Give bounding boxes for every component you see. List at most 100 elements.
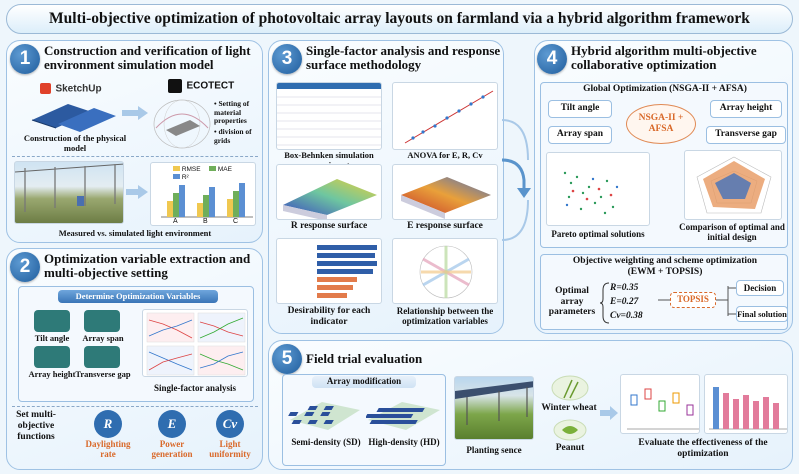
physical-model-illustration [31, 104, 116, 132]
validation-bar-chart: RMSE MAE R² A B C [150, 162, 256, 226]
panel-5-title: Field trial evaluation [306, 351, 423, 366]
determine-variables-header [58, 290, 218, 303]
pareto-scatter [563, 171, 619, 215]
planting-photo [454, 376, 534, 440]
array-span-label: Array span [82, 333, 124, 343]
bbd-table [276, 82, 382, 150]
p1-flow-arrow-2 [126, 185, 148, 199]
legend-rmse-label: RMSE [181, 166, 201, 173]
boxplot-marks [627, 388, 699, 430]
determine-variables-label: Determine Optimization Variables [75, 291, 201, 301]
var-span-label: Array span [556, 129, 604, 139]
optimal-params-label: Optimal array parameters [548, 286, 596, 317]
topsis-box [670, 292, 716, 308]
params-brace [600, 282, 610, 324]
cat-a: A [173, 218, 178, 225]
legend-r2-label: R² [181, 174, 189, 181]
ecotect-icon [168, 78, 182, 93]
transverse-gap-icon [84, 346, 120, 368]
bbd-table-grid [277, 83, 381, 146]
evaluation-boxplot [620, 374, 700, 434]
sketchup-icon [40, 83, 51, 95]
legend-rmse: RMSE [173, 166, 201, 173]
cat-b: B [203, 218, 208, 225]
weighting-title: Objective weighting and scheme optimizat… [572, 256, 758, 277]
single-factor-plots [142, 309, 248, 377]
set-objectives-label: Set multi-objective functions [16, 410, 56, 442]
ecotect-setting-1: • Setting of material properties [214, 99, 250, 125]
high-density-illustration [366, 402, 440, 430]
var-gap-label: Transverse gap [715, 129, 777, 139]
physical-model-caption: Construction of the physical model [23, 133, 127, 153]
anova-caption: ANOVA for E, R, Cv [407, 150, 483, 160]
e-surface-caption: E response surface [407, 221, 483, 231]
validation-bars [161, 183, 253, 218]
e-value: E=0.27 [610, 297, 639, 307]
var-tilt-label: Tilt angle [560, 103, 600, 113]
final-solution-box [736, 306, 788, 322]
sketchup-name: SketchUp [55, 83, 102, 95]
objective-r-badge [94, 410, 122, 438]
anova-plot [392, 82, 498, 150]
comparison-caption: Comparison of optimal and initial design [679, 222, 785, 242]
ecotect-setting-2: • division of grids [214, 127, 252, 145]
tilt-angle-icon [34, 310, 70, 332]
cat-c: C [233, 218, 239, 225]
wheat-icon [551, 375, 589, 401]
transverse-gap-label: Transverse gap [75, 369, 131, 379]
barplot-marks [709, 387, 787, 430]
array-modification-label: Array modification [326, 376, 402, 386]
e-response-surface-plot [392, 164, 498, 220]
single-factor-caption: Single-factor analysis [153, 383, 237, 393]
array-height-icon [34, 346, 70, 368]
radar-chart [684, 150, 782, 220]
e-surface [401, 177, 491, 219]
objective-e-label: Power generation [151, 439, 193, 459]
var-gap-box [706, 126, 786, 144]
var-span-box [548, 126, 612, 144]
relationship-caption: Relationship between the optimization va… [396, 306, 494, 326]
step-number-5: 5 [272, 344, 302, 374]
pv-frame-structure [15, 163, 123, 212]
sketchup-logo: SketchUp [40, 80, 110, 95]
global-optimization-title: Global Optimization (NSGA-II + AFSA) [583, 84, 747, 94]
p5-flow-arrow [600, 406, 618, 420]
array-modification-header [312, 376, 416, 388]
panel-1-title: Construction and verification of light e… [44, 43, 251, 72]
main-title: Multi-objective optimization of photovol… [6, 4, 793, 34]
legend-mae-label: MAE [217, 166, 232, 173]
objective-cv-badge [216, 410, 244, 438]
step-number-4: 4 [537, 44, 567, 74]
p1-flow-arrow [122, 106, 148, 120]
objective-e-symbol: E [167, 416, 177, 431]
objective-r-symbol: R [103, 416, 113, 431]
legend-mae: MAE [209, 166, 232, 173]
array-span-icon [84, 310, 120, 332]
desirability-bars [317, 245, 377, 298]
topsis-arrows [658, 286, 736, 316]
legend-rmse-swatch [173, 166, 180, 171]
p2-separator [12, 406, 258, 407]
legend-mae-swatch [209, 166, 216, 171]
objective-r-label: Daylighting rate [85, 439, 131, 459]
semi-density-illustration [288, 402, 360, 430]
evaluate-caption: Evaluate the effectiveness of the optimi… [638, 438, 768, 459]
topsis-label: TOPSIS [677, 294, 709, 304]
step-number-1: 1 [10, 44, 40, 74]
peanut-icon [553, 419, 587, 441]
ecotect-logo: ECOTECT [168, 77, 248, 93]
field-photo [14, 161, 124, 224]
relationship-chord [392, 238, 498, 304]
evaluation-barplot [704, 374, 788, 434]
objective-e-badge [158, 410, 186, 438]
legend-r2-swatch [173, 174, 180, 179]
r-response-surface-plot [276, 164, 382, 220]
semi-density-label: Semi-density (SD) [291, 437, 361, 447]
ecotect-simulation-illustration [153, 99, 211, 149]
high-density-label: High-density (HD) [368, 437, 440, 447]
anova-scatter [404, 90, 494, 144]
r-surface-caption: R response surface [290, 221, 368, 231]
array-height-label: Array height [28, 369, 76, 379]
hybrid-algorithm-label: NSGA-II + AFSA [638, 113, 684, 134]
panel-3-title: Single-factor analysis and response surf… [306, 43, 501, 72]
